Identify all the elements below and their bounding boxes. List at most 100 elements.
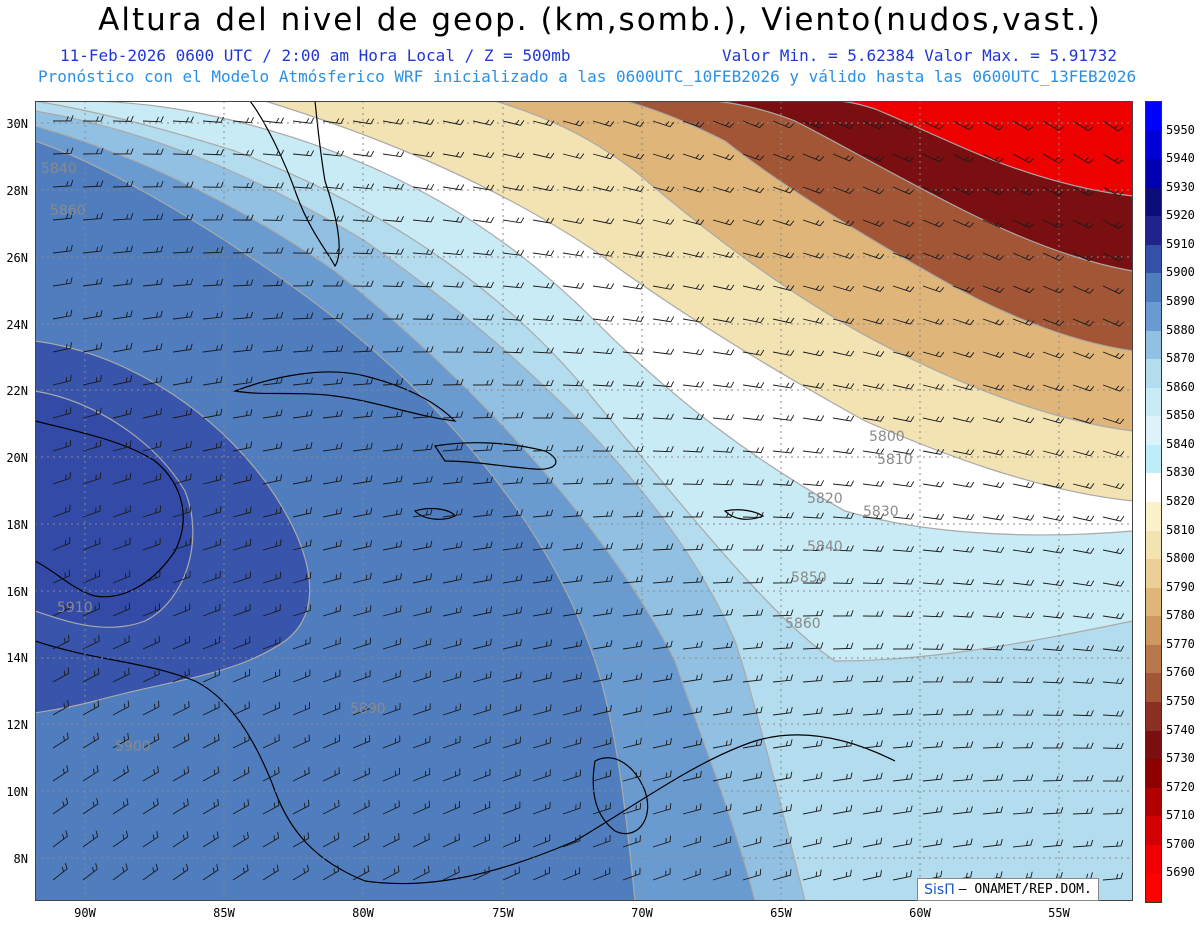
wind-barb-icon (652, 705, 673, 716)
wind-barb-icon (142, 148, 164, 155)
wind-barb-icon (82, 700, 100, 716)
wind-barb-icon (982, 709, 1004, 716)
wind-barb-icon (1102, 153, 1124, 164)
colorbar-segment (1146, 702, 1161, 732)
wind-barb-icon (262, 799, 280, 815)
wind-barb-icon (892, 740, 914, 749)
wind-barb-icon (172, 863, 189, 881)
valid-time-text: 11-Feb-2026 0600 UTC / 2:00 am Hora Loca… (60, 46, 571, 65)
wind-barb-icon (442, 541, 463, 551)
wind-barb-icon (472, 411, 494, 419)
wind-barb-icon (1072, 153, 1094, 164)
wind-barb-icon (142, 538, 161, 551)
wind-barb-icon (622, 348, 645, 355)
lat-label: 14N (6, 651, 28, 665)
wind-barb-icon (682, 576, 704, 584)
wind-barb-icon (52, 179, 74, 188)
wind-barb-icon (292, 572, 312, 584)
wind-barb-icon (592, 283, 615, 290)
wind-barb-icon (682, 153, 705, 161)
wind-barb-icon (172, 116, 194, 123)
contour-label: 5830 (863, 504, 899, 520)
wind-barb-icon (622, 315, 645, 322)
wind-barb-icon (712, 186, 735, 193)
wind-barb-icon (352, 670, 371, 683)
wind-barb-icon (292, 604, 312, 617)
wind-barb-icon (82, 602, 100, 617)
wind-barb-icon (862, 383, 885, 390)
wind-barb-icon (262, 376, 283, 386)
wind-barb-icon (892, 578, 914, 585)
wind-barb-icon (622, 672, 643, 683)
wind-barb-icon (292, 117, 315, 124)
wind-barb-icon (1042, 774, 1064, 782)
wind-barb-icon (52, 569, 70, 584)
wind-barb-icon (682, 770, 702, 782)
wind-barb-icon (922, 285, 945, 293)
wind-barb-icon (472, 736, 491, 749)
colorbar-segment (1146, 673, 1161, 703)
wind-barb-icon (982, 546, 1005, 553)
wind-barb-icon (1042, 839, 1064, 848)
wind-barb-icon (412, 151, 435, 158)
wind-barb-icon (412, 768, 431, 782)
wind-barb-icon (622, 835, 641, 848)
wind-barb-icon (382, 833, 400, 848)
lon-label: 70W (631, 906, 653, 920)
colorbar-label: 5840 (1166, 436, 1195, 451)
wind-barb-icon (772, 284, 795, 291)
wind-barb-icon (622, 478, 644, 485)
wind-barb-icon (1072, 774, 1094, 782)
wind-barb-icon (1072, 120, 1094, 132)
wind-barb-icon (622, 153, 645, 160)
graticule (35, 101, 1133, 901)
wind-barb-icon (802, 674, 824, 683)
wind-barb-icon (412, 410, 434, 419)
wind-barb-icon (802, 317, 825, 324)
wind-barb-icon (502, 704, 522, 716)
wind-barb-icon (982, 120, 1004, 131)
wind-barb-icon (742, 738, 763, 749)
wind-barb-icon (862, 120, 884, 130)
wind-barb-icon (622, 770, 642, 782)
wind-barb-icon (922, 351, 945, 358)
wind-barb-icon (652, 478, 674, 485)
wind-barb-icon (772, 414, 795, 421)
wind-barb-icon (232, 214, 254, 221)
wind-barb-icon (232, 409, 253, 419)
wind-barb-icon (82, 440, 102, 452)
wind-barb-icon (1102, 186, 1124, 197)
wind-barb-icon (82, 537, 101, 551)
wind-barb-icon (922, 186, 945, 195)
lat-label: 10N (6, 785, 28, 799)
wind-barb-icon (382, 248, 404, 255)
wind-barb-icon (412, 475, 433, 485)
wind-barb-icon (682, 284, 705, 291)
wind-barb-icon (802, 772, 823, 782)
wind-barb-icon (382, 216, 404, 223)
wind-barb-icon (1072, 450, 1095, 457)
wind-barb-icon (652, 348, 675, 355)
wind-barb-icon (802, 153, 825, 162)
colorbar-label: 5690 (1166, 865, 1195, 880)
wind-barb-icon (982, 676, 1004, 683)
wind-barb-icon (592, 542, 614, 551)
wind-barb-icon (412, 735, 431, 749)
wind-barb-icon (202, 864, 219, 881)
wind-barb-icon (682, 673, 703, 683)
wind-barb-icon (562, 412, 584, 419)
colorbar-label: 5810 (1166, 522, 1195, 537)
wind-barb-icon (232, 571, 251, 584)
wind-barb-icon (802, 707, 823, 716)
wind-barb-icon (472, 444, 494, 452)
wind-barb-icon (682, 186, 705, 193)
wind-barb-icon (112, 765, 129, 782)
wind-barb-icon (352, 118, 375, 125)
wind-barb-icon (562, 607, 583, 617)
wind-barb-icon (262, 539, 282, 551)
wind-barb-icon (832, 219, 855, 227)
wind-barb-icon (562, 347, 584, 354)
wind-barb-icon (502, 541, 523, 551)
wind-barb-icon (262, 669, 281, 683)
wind-barb-icon (262, 864, 279, 881)
